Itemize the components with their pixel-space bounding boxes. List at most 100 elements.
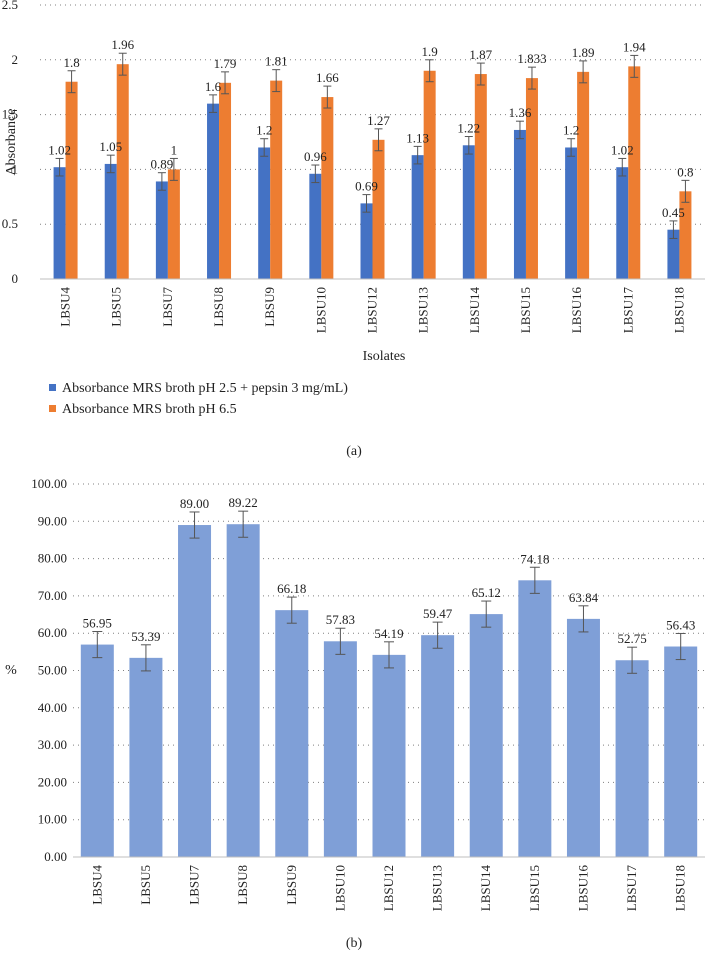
x-tick-label: LBSU17 <box>624 865 639 912</box>
data-label: 0.8 <box>677 164 693 179</box>
legend-label-ph25: Absorbance MRS broth pH 2.5 + pepsin 3 m… <box>62 381 348 396</box>
x-tick-label: LBSU13 <box>430 865 445 911</box>
data-label: 1.66 <box>316 70 339 85</box>
data-label: 56.43 <box>666 617 695 632</box>
data-label: 89.22 <box>229 495 258 510</box>
data-label: 74.18 <box>520 551 549 566</box>
y-tick-label: 0.00 <box>44 849 67 864</box>
x-tick-label: LBSU14 <box>478 865 493 912</box>
legend-label-ph65: Absorbance MRS broth pH 6.5 <box>62 402 237 417</box>
data-label: 1.96 <box>111 37 134 52</box>
data-label: 89.00 <box>180 496 209 511</box>
bar <box>679 191 692 279</box>
y-tick-label: 20.00 <box>38 774 67 789</box>
bar <box>565 147 578 279</box>
data-label: 1 <box>171 142 178 157</box>
data-label: 59.47 <box>423 606 453 621</box>
data-label: 65.12 <box>472 585 501 600</box>
bar <box>309 173 322 279</box>
data-label: 1.6 <box>205 79 222 94</box>
data-label: 54.19 <box>374 626 403 641</box>
y-tick-label: 0 <box>12 271 19 286</box>
chart-b: 0.00 10.00 20.00 30.00 40.00 50.00 60.00 70.00 8… <box>5 476 705 951</box>
x-tick-label: LBSU9 <box>284 865 299 905</box>
y-tick-label: 80.00 <box>38 551 67 566</box>
data-label: 0.45 <box>662 205 685 220</box>
y-tick-label: 2.5 <box>2 0 18 12</box>
y-tick-label: 100.00 <box>31 476 67 491</box>
bar <box>469 614 503 857</box>
bar <box>566 618 600 857</box>
y-tick-label: 2 <box>12 52 19 67</box>
data-label: 0.89 <box>151 157 174 172</box>
bar <box>104 163 117 279</box>
chart-a: 00.511.522.5 1.021.81.051.960.8911.61.79… <box>2 0 705 459</box>
bar <box>80 644 114 857</box>
data-label: 1.36 <box>509 105 532 120</box>
bar <box>462 145 475 279</box>
legend-swatch-ph65 <box>49 405 56 412</box>
bar <box>53 167 66 279</box>
x-tick-label: LBSU15 <box>527 865 542 911</box>
bar <box>155 181 168 279</box>
data-label: 56.95 <box>83 616 112 631</box>
bar <box>321 97 334 280</box>
legend-swatch-ph25 <box>49 384 56 391</box>
x-tick-label: LBSU8 <box>211 287 226 327</box>
y-axis-label: % <box>5 663 17 678</box>
data-label: 1.833 <box>517 51 546 66</box>
bar <box>615 660 649 857</box>
bar <box>178 525 212 857</box>
data-label: 63.84 <box>569 590 599 605</box>
data-label: 1.94 <box>623 39 646 54</box>
bar <box>372 139 385 279</box>
bar <box>474 74 487 279</box>
x-tick-label: LBSU7 <box>160 287 175 327</box>
bar <box>513 129 526 279</box>
bar <box>65 81 78 279</box>
x-tick-label: LBSU4 <box>89 865 104 905</box>
data-label: 1.81 <box>265 54 288 69</box>
bar <box>411 155 424 279</box>
y-tick-label: 30.00 <box>38 737 67 752</box>
data-label: 1.89 <box>572 45 595 60</box>
x-tick-label: LBSU10 <box>332 865 347 911</box>
x-tick-label: LBSU18 <box>671 287 686 333</box>
x-tick-label: LBSU12 <box>381 865 396 911</box>
data-label: 1.2 <box>563 123 579 138</box>
x-tick-label: LBSU16 <box>575 865 590 912</box>
x-tick-label: LBSU16 <box>569 287 584 334</box>
data-label: 0.69 <box>355 179 378 194</box>
data-label: 1.02 <box>48 142 71 157</box>
data-label: 1.05 <box>99 139 122 154</box>
y-tick-label: 1.5 <box>2 107 18 122</box>
x-tick-label: LBSU5 <box>109 287 124 327</box>
data-label: 1.13 <box>406 130 429 145</box>
x-axis-label: Isolates <box>363 349 406 364</box>
data-label: 1.79 <box>214 56 237 71</box>
x-tick-label: LBSU7 <box>187 865 202 905</box>
data-label: 0.96 <box>304 149 327 164</box>
y-tick-label: 50.00 <box>38 663 67 678</box>
data-label: 66.18 <box>277 581 306 596</box>
y-tick-label: 90.00 <box>38 513 67 528</box>
legend: Absorbance MRS broth pH 2.5 + pepsin 3 m… <box>49 381 348 417</box>
x-tick-label: LBSU9 <box>262 287 277 327</box>
x-tick-label: LBSU17 <box>620 287 635 334</box>
y-tick-label: 0.5 <box>2 216 18 231</box>
data-label: 1.2 <box>256 123 272 138</box>
data-label: 57.83 <box>326 612 355 627</box>
bar <box>628 66 641 279</box>
x-tick-label: LBSU14 <box>467 287 482 334</box>
bar <box>275 610 309 857</box>
data-label: 1.9 <box>422 44 438 59</box>
x-tick-label: LBSU8 <box>235 865 250 905</box>
y-tick-label: 60.00 <box>38 625 67 640</box>
y-axis-label: Absorbance <box>4 109 19 176</box>
bar <box>258 147 271 279</box>
data-label: 1.87 <box>469 47 492 62</box>
x-tick-label: LBSU12 <box>365 287 380 333</box>
bar <box>667 229 680 279</box>
bar <box>616 167 629 279</box>
bar <box>323 641 357 857</box>
